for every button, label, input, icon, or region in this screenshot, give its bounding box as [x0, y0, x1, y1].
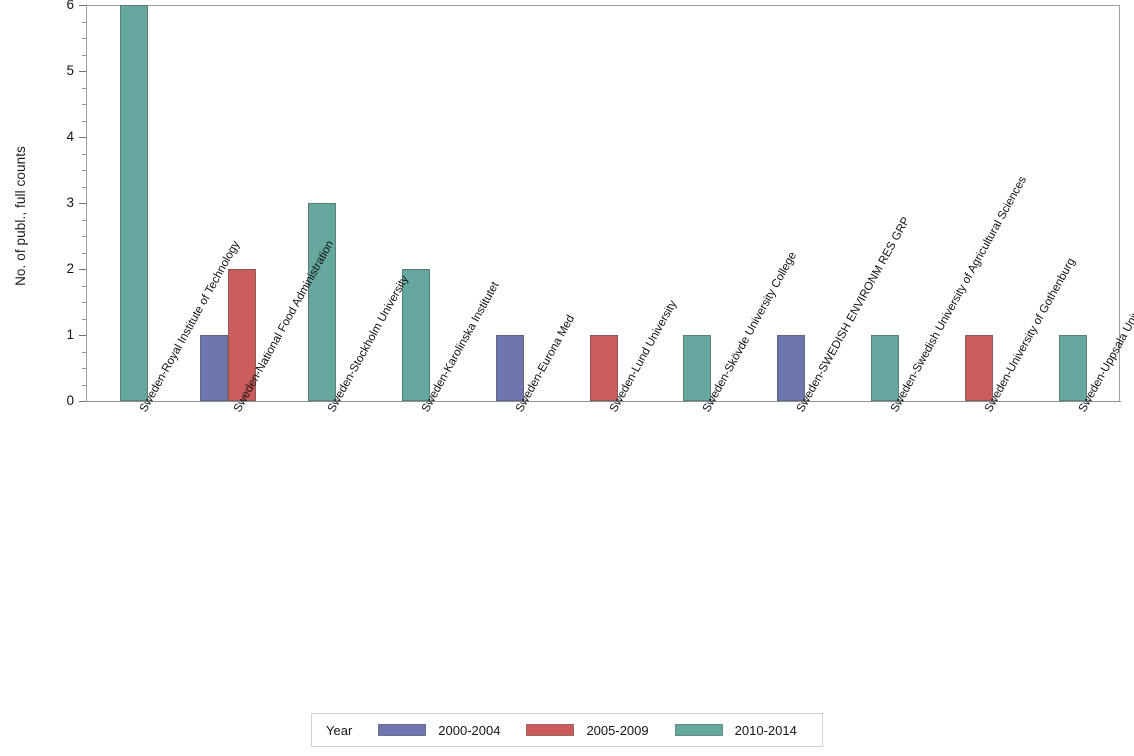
y-axis-title: No. of publ., full counts [13, 146, 28, 286]
y-tick-label: 6 [66, 0, 74, 12]
y-tick-major [79, 269, 86, 270]
y-tick-minor [82, 236, 86, 237]
y-tick-minor [82, 120, 86, 122]
y-tick-minor [82, 21, 86, 23]
bar[interactable] [120, 5, 148, 401]
legend-title: Year [326, 722, 353, 738]
y-tick-minor [82, 285, 86, 287]
y-tick-label: 5 [66, 63, 74, 78]
y-tick-label: 0 [66, 393, 74, 408]
y-tick-minor [82, 318, 86, 320]
y-tick-major [79, 5, 86, 6]
bar[interactable] [590, 335, 618, 401]
legend-swatch [378, 724, 427, 736]
bar[interactable] [402, 269, 430, 401]
legend-label: 2005-2009 [586, 722, 649, 738]
y-tick-minor [82, 368, 86, 369]
bar[interactable] [1059, 335, 1087, 401]
y-tick-minor [82, 170, 86, 171]
y-tick-minor [82, 38, 86, 39]
y-tick-minor [82, 153, 86, 155]
legend-label: 2000-2004 [438, 722, 501, 738]
x-axis-labels: Sweden-Royal Institute of Technology Swed… [0, 174, 1134, 684]
y-tick-minor [82, 252, 86, 254]
y-tick-major [79, 203, 86, 204]
y-tick-label: 4 [66, 129, 74, 144]
bars-layer [87, 5, 1120, 401]
bar[interactable] [683, 335, 711, 401]
bar[interactable] [496, 335, 524, 401]
y-tick-minor [82, 54, 86, 56]
legend-item[interactable]: 2005-2009 [526, 722, 649, 738]
y-tick-minor [82, 384, 86, 386]
y-tick-label: 2 [66, 261, 74, 276]
legend-label: 2010-2014 [734, 722, 797, 738]
y-tick-minor [82, 219, 86, 221]
y-tick-minor [82, 104, 86, 105]
y-tick-major [79, 335, 86, 336]
y-tick-minor [82, 87, 86, 89]
legend-entries: 2000-2004 2005-2009 2010-2014 [378, 723, 823, 738]
x-axis-line [86, 401, 1121, 402]
y-tick-major [79, 71, 86, 72]
bar[interactable] [308, 203, 336, 401]
bar[interactable] [871, 335, 899, 401]
legend-item[interactable]: 2000-2004 [378, 723, 500, 738]
bar[interactable] [777, 335, 805, 401]
y-tick-minor [82, 351, 86, 353]
bar[interactable] [200, 335, 228, 401]
y-tick-label: 1 [66, 327, 74, 342]
y-axis-title-holder: No. of publ., full counts [8, 0, 34, 402]
bar[interactable] [965, 335, 993, 401]
legend-item[interactable]: 2010-2014 [674, 722, 797, 738]
y-tick-major [79, 401, 86, 402]
y-tick-minor [82, 302, 86, 303]
legend-swatch [526, 724, 575, 736]
y-tick-label: 3 [66, 195, 74, 210]
y-tick-major [79, 137, 86, 138]
y-axis-line [86, 5, 87, 402]
legend-swatch [674, 724, 723, 736]
bar[interactable] [228, 269, 256, 401]
y-tick-minor [82, 186, 86, 188]
legend: Year 2000-2004 2005-2009 2010-2014 [311, 713, 823, 747]
